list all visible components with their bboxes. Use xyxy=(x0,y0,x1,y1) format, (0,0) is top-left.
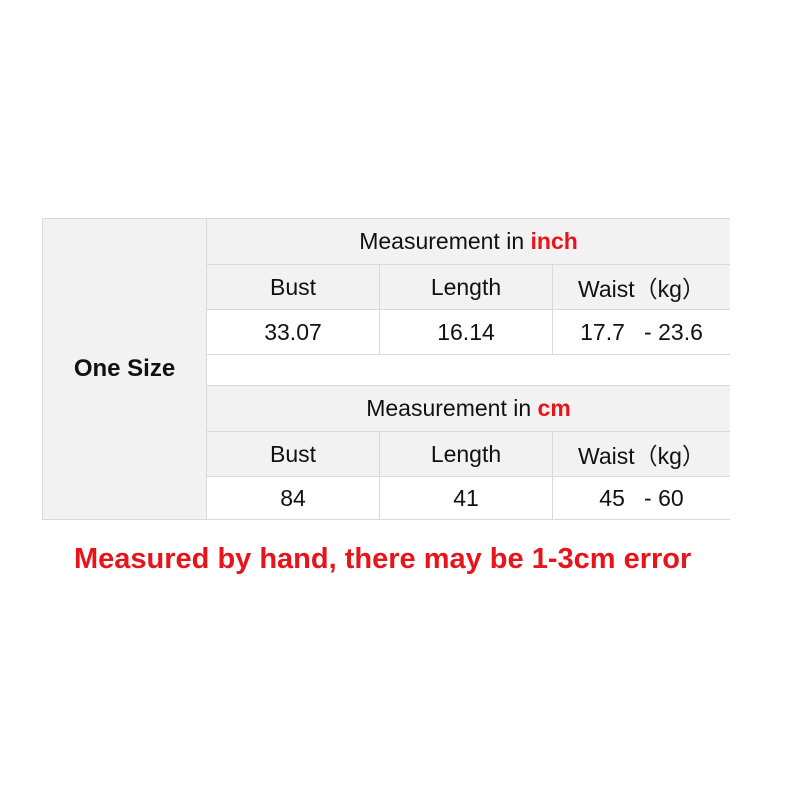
cm-header-length: Length xyxy=(379,431,552,476)
cm-unit: cm xyxy=(537,395,571,421)
inch-title-prefix: Measurement in xyxy=(359,228,531,254)
measurement-note: Measured by hand, there may be 1-3cm err… xyxy=(74,543,692,575)
inch-header-length: Length xyxy=(379,264,552,309)
size-label: One Size xyxy=(73,355,176,382)
inch-unit: inch xyxy=(530,228,578,254)
inch-header-waist: Waist（kg） xyxy=(552,264,730,309)
inch-value-waist: 17.7 - 23.6 xyxy=(552,309,730,354)
inch-value-length: 16.14 xyxy=(379,309,552,354)
spacer-row xyxy=(206,354,730,385)
cm-value-waist: 45 - 60 xyxy=(552,476,730,519)
cm-header-waist: Waist（kg） xyxy=(552,431,730,476)
cm-value-length: 41 xyxy=(379,476,552,519)
size-chart-table: One Size Measurement in inch Bust Length… xyxy=(42,218,730,520)
cm-title-prefix: Measurement in xyxy=(366,395,538,421)
inch-title: Measurement in inch xyxy=(206,219,730,264)
cm-header-bust: Bust xyxy=(206,431,379,476)
cm-value-bust: 84 xyxy=(206,476,379,519)
inch-header-bust: Bust xyxy=(206,264,379,309)
cm-title: Measurement in cm xyxy=(206,385,730,431)
inch-value-bust: 33.07 xyxy=(206,309,379,354)
